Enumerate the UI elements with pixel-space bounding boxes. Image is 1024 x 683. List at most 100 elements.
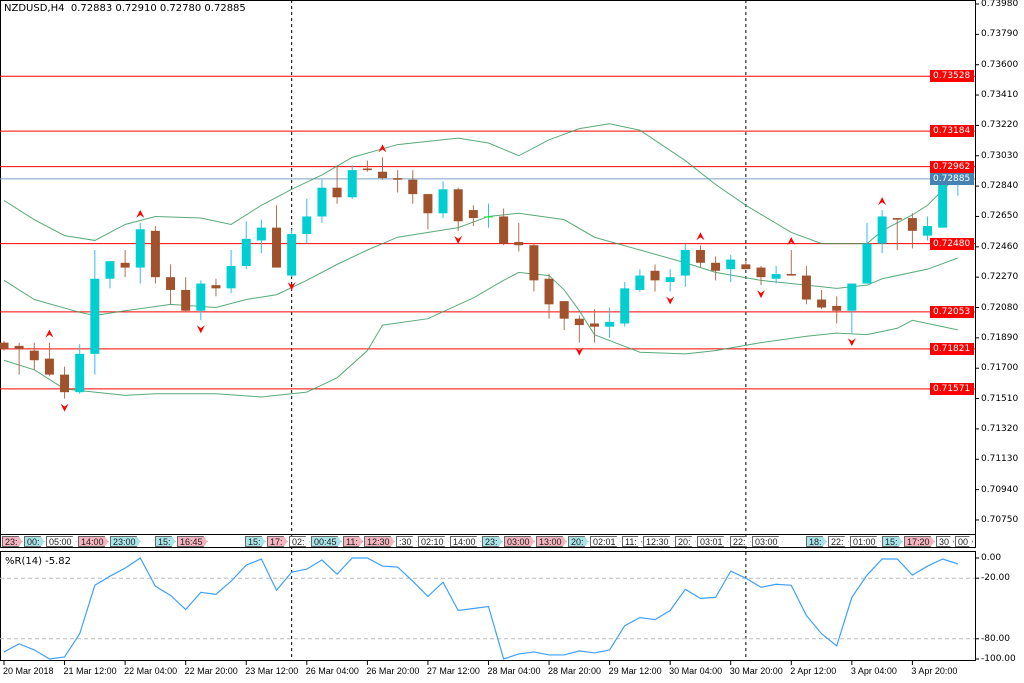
time-tag: 15: <box>882 536 903 547</box>
ohlc-values: 0.72883 0.72910 0.72780 0.72885 <box>70 3 246 14</box>
candle <box>241 221 251 270</box>
x-tick-label: 20 Mar 2018 <box>3 666 54 676</box>
x-tick-label: 3 Apr 20:00 <box>911 666 958 676</box>
time-tag: 17:20 <box>904 536 935 547</box>
level-price-label: 0.72962 <box>930 160 974 173</box>
candle-body <box>256 227 266 241</box>
candle-body <box>665 277 675 282</box>
candle <box>408 170 418 204</box>
candle-body <box>756 267 766 278</box>
time-tag: 03:00 <box>504 536 535 547</box>
candle <box>499 208 509 246</box>
candle-body <box>423 194 433 214</box>
time-tag: 12:30 <box>364 536 395 547</box>
time-tag: 05:00 <box>46 536 77 547</box>
candle-body <box>44 358 54 375</box>
candle <box>226 250 236 294</box>
candle <box>135 222 145 284</box>
candle-body <box>332 187 342 198</box>
x-tick-label: 26 Mar 20:00 <box>366 666 420 676</box>
candle <box>711 256 721 281</box>
time-tag: 00:45 <box>311 536 342 547</box>
time-tag: 23: <box>482 536 503 547</box>
x-tick-label: 23 Mar 12:00 <box>245 666 299 676</box>
chart-header: NZDUSD,H4 0.72883 0.72910 0.72780 0.7288… <box>4 3 246 14</box>
candle <box>347 165 357 199</box>
time-tag: 23: <box>2 536 23 547</box>
candle-body <box>408 179 418 195</box>
time-tag: 30 <box>936 536 954 547</box>
y-tick-label: 0.70750 <box>981 514 1019 525</box>
candle <box>483 203 493 228</box>
candle <box>726 254 736 282</box>
y-tick-label: 0.73980 <box>981 0 1019 9</box>
candle <box>166 264 176 305</box>
candle-body <box>726 259 736 270</box>
candle-body <box>786 273 796 276</box>
x-tick-label: 28 Mar 04:00 <box>487 666 541 676</box>
candle <box>605 307 615 338</box>
time-tag: 03:01 <box>697 536 728 547</box>
wpr-indicator-label: %R(14) -5.82 <box>5 556 72 567</box>
fractal-down-arrow-icon <box>454 235 463 244</box>
candle <box>529 243 539 292</box>
time-tag: 23:00 <box>110 536 141 547</box>
fractal-down-arrow-icon <box>60 403 69 412</box>
time-tag: 02: <box>289 536 310 547</box>
indicator-plot-frame <box>0 551 976 661</box>
x-tick-label: 26 Mar 04:00 <box>305 666 359 676</box>
candle-body <box>695 250 705 263</box>
candle-body <box>711 262 721 271</box>
x-tick-label: 30 Mar 04:00 <box>669 666 723 676</box>
candle <box>695 245 705 268</box>
time-tag: 14:00 <box>450 536 481 547</box>
candle-body <box>771 273 781 279</box>
y-tick-label: 0.71700 <box>981 363 1019 374</box>
wpr-line <box>3 557 959 660</box>
y-tick-label: 0.71510 <box>981 393 1019 404</box>
candle <box>453 187 463 231</box>
candle <box>302 198 312 244</box>
y-tick-label: 0.72840 <box>981 181 1019 192</box>
candle-body <box>196 283 206 311</box>
candle <box>120 250 130 278</box>
time-tag: 22: <box>828 536 849 547</box>
candle-body <box>862 243 872 284</box>
time-tag: 20: <box>568 536 589 547</box>
y-tick-label: 0.73030 <box>981 150 1019 161</box>
candle-body <box>877 216 887 244</box>
candle <box>907 213 917 249</box>
y-tick-label: 0.70940 <box>981 484 1019 495</box>
wpr-y-tick-label: -20.00 <box>981 573 1011 584</box>
time-tag: 11: <box>622 536 642 547</box>
candle <box>877 210 887 254</box>
x-tick-label: 22 Mar 04:00 <box>124 666 178 676</box>
time-tag: 17: <box>267 536 288 547</box>
candle-body <box>801 275 811 300</box>
candle-body <box>847 283 857 311</box>
y-tick-label: 0.71320 <box>981 423 1019 434</box>
candle <box>544 273 554 319</box>
candle-body <box>150 230 160 278</box>
candle-body <box>741 264 751 270</box>
x-tick-label: 30 Mar 20:00 <box>729 666 783 676</box>
candle-body <box>211 285 221 289</box>
candle-body <box>302 216 312 235</box>
time-tag: 18: <box>806 536 827 547</box>
candle <box>75 344 85 394</box>
candle-body <box>14 345 24 350</box>
candle-body <box>272 227 282 268</box>
candle-body <box>620 288 630 324</box>
candle-body <box>317 187 327 217</box>
fractal-down-arrow-icon <box>666 296 675 305</box>
time-tag: 12:30 <box>643 536 674 547</box>
candle <box>620 281 630 327</box>
time-tag: 00 <box>955 536 973 547</box>
candle-body <box>90 278 100 354</box>
candle <box>393 170 403 193</box>
candle <box>771 265 781 284</box>
candle-body <box>544 278 554 305</box>
candle <box>514 222 524 252</box>
